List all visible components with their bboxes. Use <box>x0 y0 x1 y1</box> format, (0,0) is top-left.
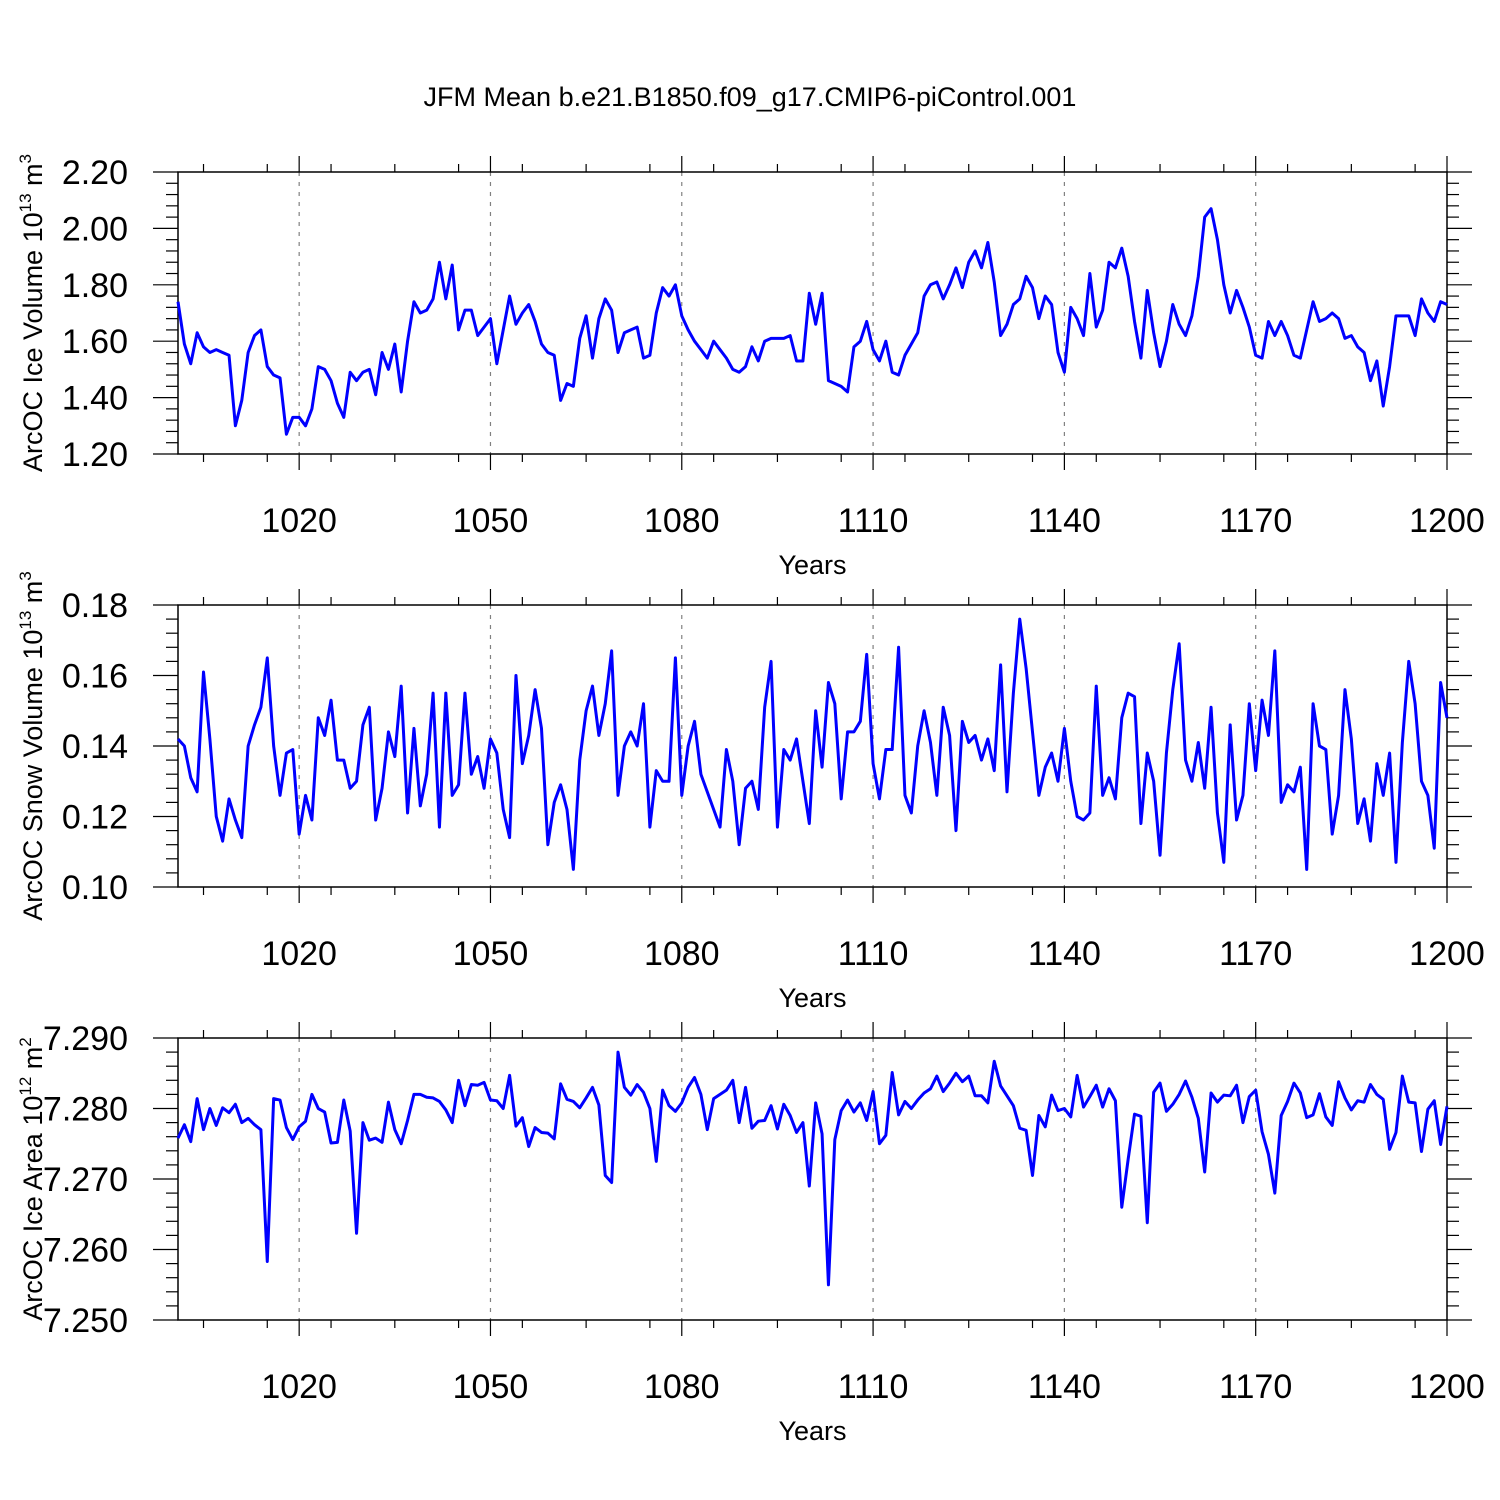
snow-volume-y-axis-title-exponent: 13 <box>16 611 35 630</box>
ice-area-y-tick-label-7.290: 7.290 <box>43 1020 128 1058</box>
ice-volume-panel: 1020 1050 1080 1110 1140 1170 1200 1.20 1.40 1.60… <box>16 154 1485 580</box>
snow-volume-y-axis-title-unit: m <box>18 581 48 611</box>
ice-area-plot-frame <box>177 1037 1448 1321</box>
snow-volume-x-axis-title: Years <box>778 983 846 1013</box>
ice-volume-x-tick-label-1050: 1050 <box>453 502 529 540</box>
snow-volume-series-line <box>176 617 1449 871</box>
ice-volume-y-axis-title-unit: m <box>18 163 48 193</box>
ice-area-x-tick-label-1200: 1200 <box>1409 1368 1485 1406</box>
ice-area-x-tick-label-1080: 1080 <box>644 1368 720 1406</box>
snow-volume-y-tick-label-0.18: 0.18 <box>62 587 128 625</box>
ice-volume-y-tick-label-2.00: 2.00 <box>62 210 128 248</box>
ice-volume-y-axis-title-exponent: 13 <box>16 193 35 212</box>
snow-volume-y-tick-label-0.14: 0.14 <box>62 728 128 766</box>
snow-volume-x-tick-label-1110: 1110 <box>838 935 909 973</box>
snow-volume-x-tick-label-1200: 1200 <box>1409 935 1485 973</box>
ice-area-y-axis-title-unit-exponent: 2 <box>16 1037 35 1046</box>
ice-volume-x-axis-title: Years <box>778 550 846 580</box>
ice-area-x-tick-label-1110: 1110 <box>838 1368 909 1406</box>
snow-volume-y-tick-label-0.16: 0.16 <box>62 658 128 696</box>
ice-volume-x-tick-label-1170: 1170 <box>1219 502 1292 540</box>
ice-volume-plot-frame <box>177 171 1448 455</box>
ice-area-x-tick-label-1020: 1020 <box>261 1368 337 1406</box>
ice-area-y-axis-title-exponent: 12 <box>16 1077 35 1096</box>
ice-volume-x-tick-label-1200: 1200 <box>1409 502 1485 540</box>
ice-volume-y-tick-label-1.40: 1.40 <box>62 380 128 418</box>
snow-volume-y-axis-title-unit-exponent: 3 <box>16 571 35 580</box>
ice-area-x-tick-label-1170: 1170 <box>1219 1368 1292 1406</box>
ice-area-y-axis-title-unit: m <box>18 1047 48 1077</box>
ice-volume-x-tick-label-1020: 1020 <box>261 502 337 540</box>
ice-volume-y-axis-title: ArcOC Ice Volume 1013 m3 <box>16 154 48 472</box>
snow-volume-x-tick-label-1020: 1020 <box>261 935 337 973</box>
snow-volume-y-axis-title: ArcOC Snow Volume 1013 m3 <box>16 571 48 921</box>
snow-volume-x-tick-label-1140: 1140 <box>1028 935 1101 973</box>
ice-area-y-tick-label-7.250: 7.250 <box>43 1302 128 1340</box>
snow-volume-y-tick-label-0.10: 0.10 <box>62 869 128 907</box>
ice-volume-y-tick-label-2.20: 2.20 <box>62 154 128 192</box>
ice-volume-y-axis-title-unit-exponent: 3 <box>16 154 35 163</box>
ice-area-x-tick-label-1140: 1140 <box>1028 1368 1101 1406</box>
snow-volume-x-tick-label-1170: 1170 <box>1219 935 1292 973</box>
ice-volume-x-tick-label-1140: 1140 <box>1028 502 1101 540</box>
ice-area-y-tick-label-7.280: 7.280 <box>43 1091 128 1129</box>
ice-area-y-tick-label-7.270: 7.270 <box>43 1161 128 1199</box>
ice-area-series-line <box>176 1050 1449 1287</box>
ice-volume-y-tick-label-1.20: 1.20 <box>62 436 128 474</box>
ice-volume-x-tick-label-1110: 1110 <box>838 502 909 540</box>
ice-volume-y-tick-label-1.60: 1.60 <box>62 323 128 361</box>
ice-volume-y-tick-label-1.80: 1.80 <box>62 267 128 305</box>
snow-volume-y-axis-title-text: ArcOC Snow Volume 10 <box>18 630 48 921</box>
ice-area-y-axis-title: ArcOC Ice Area 1012 m2 <box>16 1037 48 1321</box>
snow-volume-x-tick-label-1080: 1080 <box>644 935 720 973</box>
ice-volume-series-line <box>176 207 1448 436</box>
ice-volume-x-tick-label-1080: 1080 <box>644 502 720 540</box>
ice-area-y-tick-label-7.260: 7.260 <box>43 1232 128 1270</box>
snow-volume-panel: 1020 1050 1080 1110 1140 1170 1200 0.10 0.12 0.14… <box>16 571 1485 1013</box>
ice-area-x-tick-label-1050: 1050 <box>453 1368 529 1406</box>
ice-area-x-axis-title: Years <box>778 1416 846 1446</box>
ice-volume-y-axis-title-text: ArcOC Ice Volume 10 <box>18 212 48 472</box>
ice-area-panel: 1020 1050 1080 1110 1140 1170 1200 7.250 7.260 7.… <box>16 1020 1485 1446</box>
ice-area-y-axis-title-text: ArcOC Ice Area 10 <box>18 1096 48 1321</box>
snow-volume-y-tick-label-0.12: 0.12 <box>62 799 128 837</box>
snow-volume-x-tick-label-1050: 1050 <box>453 935 529 973</box>
figure-title: JFM Mean b.e21.B1850.f09_g17.CMIP6-piCon… <box>424 82 1077 112</box>
